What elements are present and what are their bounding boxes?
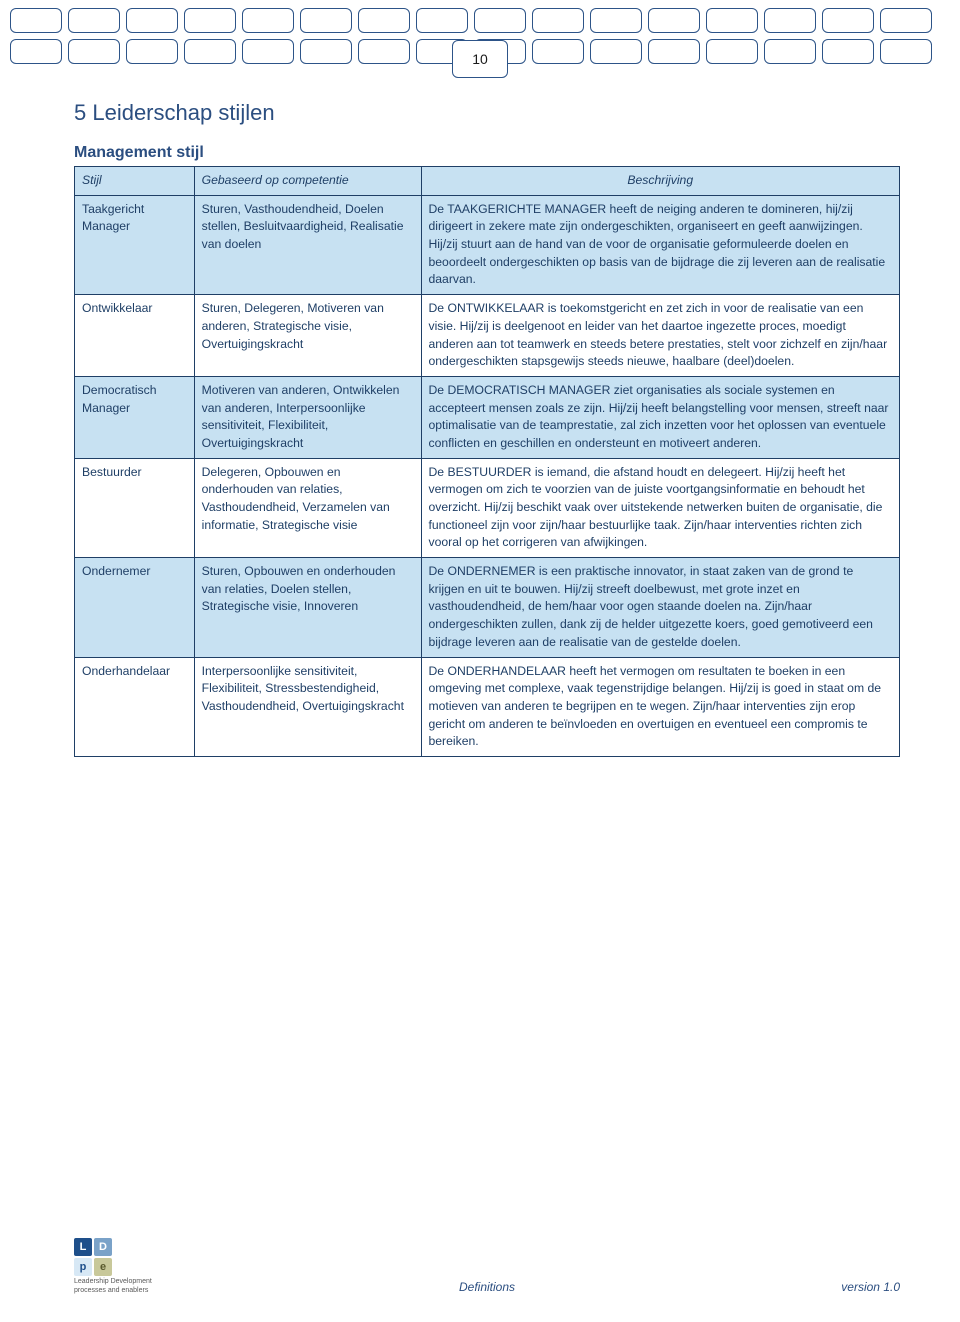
cell-stijl: Ondernemer: [75, 558, 195, 657]
table-row: OnderhandelaarInterpersoonlijke sensitiv…: [75, 657, 900, 756]
ldpe-logo: L D p e Leadership Development processes…: [74, 1238, 152, 1294]
table-row: Taakgericht ManagerSturen, Vasthoudendhe…: [75, 195, 900, 294]
cell-beschrijving: De BESTUURDER is iemand, die afstand hou…: [421, 458, 900, 557]
page-number: 10: [452, 40, 508, 78]
footer-center: Definitions: [459, 1280, 515, 1294]
footer-version: version 1.0: [841, 1280, 900, 1294]
cell-stijl: Taakgericht Manager: [75, 195, 195, 294]
cell-beschrijving: De DEMOCRATISCH MANAGER ziet organisatie…: [421, 376, 900, 458]
logo-caption: Leadership Development: [74, 1278, 152, 1285]
cell-competentie: Sturen, Delegeren, Motiveren van anderen…: [194, 295, 421, 377]
logo-letter: L: [74, 1238, 92, 1256]
cell-competentie: Sturen, Opbouwen en onderhouden van rela…: [194, 558, 421, 657]
cell-beschrijving: De ONDERNEMER is een praktische innovato…: [421, 558, 900, 657]
logo-caption: processes and enablers: [74, 1287, 152, 1294]
table-row: OntwikkelaarSturen, Delegeren, Motiveren…: [75, 295, 900, 377]
cell-stijl: Bestuurder: [75, 458, 195, 557]
management-style-table: Stijl Gebaseerd op competentie Beschrijv…: [74, 166, 900, 757]
table-row: Democratisch ManagerMotiveren van andere…: [75, 376, 900, 458]
col-header-stijl: Stijl: [75, 167, 195, 196]
cell-beschrijving: De ONTWIKKELAAR is toekomstgericht en ze…: [421, 295, 900, 377]
col-header-competentie: Gebaseerd op competentie: [194, 167, 421, 196]
section-title: 5 Leiderschap stijlen: [74, 100, 900, 126]
logo-letter: D: [94, 1238, 112, 1256]
table-row: OndernemerSturen, Opbouwen en onderhoude…: [75, 558, 900, 657]
cell-competentie: Delegeren, Opbouwen en onderhouden van r…: [194, 458, 421, 557]
cell-stijl: Democratisch Manager: [75, 376, 195, 458]
cell-competentie: Interpersoonlijke sensitiviteit, Flexibi…: [194, 657, 421, 756]
logo-letter: p: [74, 1258, 92, 1276]
page-footer: L D p e Leadership Development processes…: [74, 1238, 900, 1294]
logo-letter: e: [94, 1258, 112, 1276]
table-row: BestuurderDelegeren, Opbouwen en onderho…: [75, 458, 900, 557]
subsection-title: Management stijl: [74, 144, 900, 162]
cell-stijl: Ontwikkelaar: [75, 295, 195, 377]
col-header-beschrijving: Beschrijving: [421, 167, 900, 196]
table-header-row: Stijl Gebaseerd op competentie Beschrijv…: [75, 167, 900, 196]
cell-stijl: Onderhandelaar: [75, 657, 195, 756]
cell-competentie: Motiveren van anderen, Ontwikkelen van a…: [194, 376, 421, 458]
cell-beschrijving: De ONDERHANDELAAR heeft het vermogen om …: [421, 657, 900, 756]
cell-beschrijving: De TAAKGERICHTE MANAGER heeft de neiging…: [421, 195, 900, 294]
cell-competentie: Sturen, Vasthoudendheid, Doelen stellen,…: [194, 195, 421, 294]
